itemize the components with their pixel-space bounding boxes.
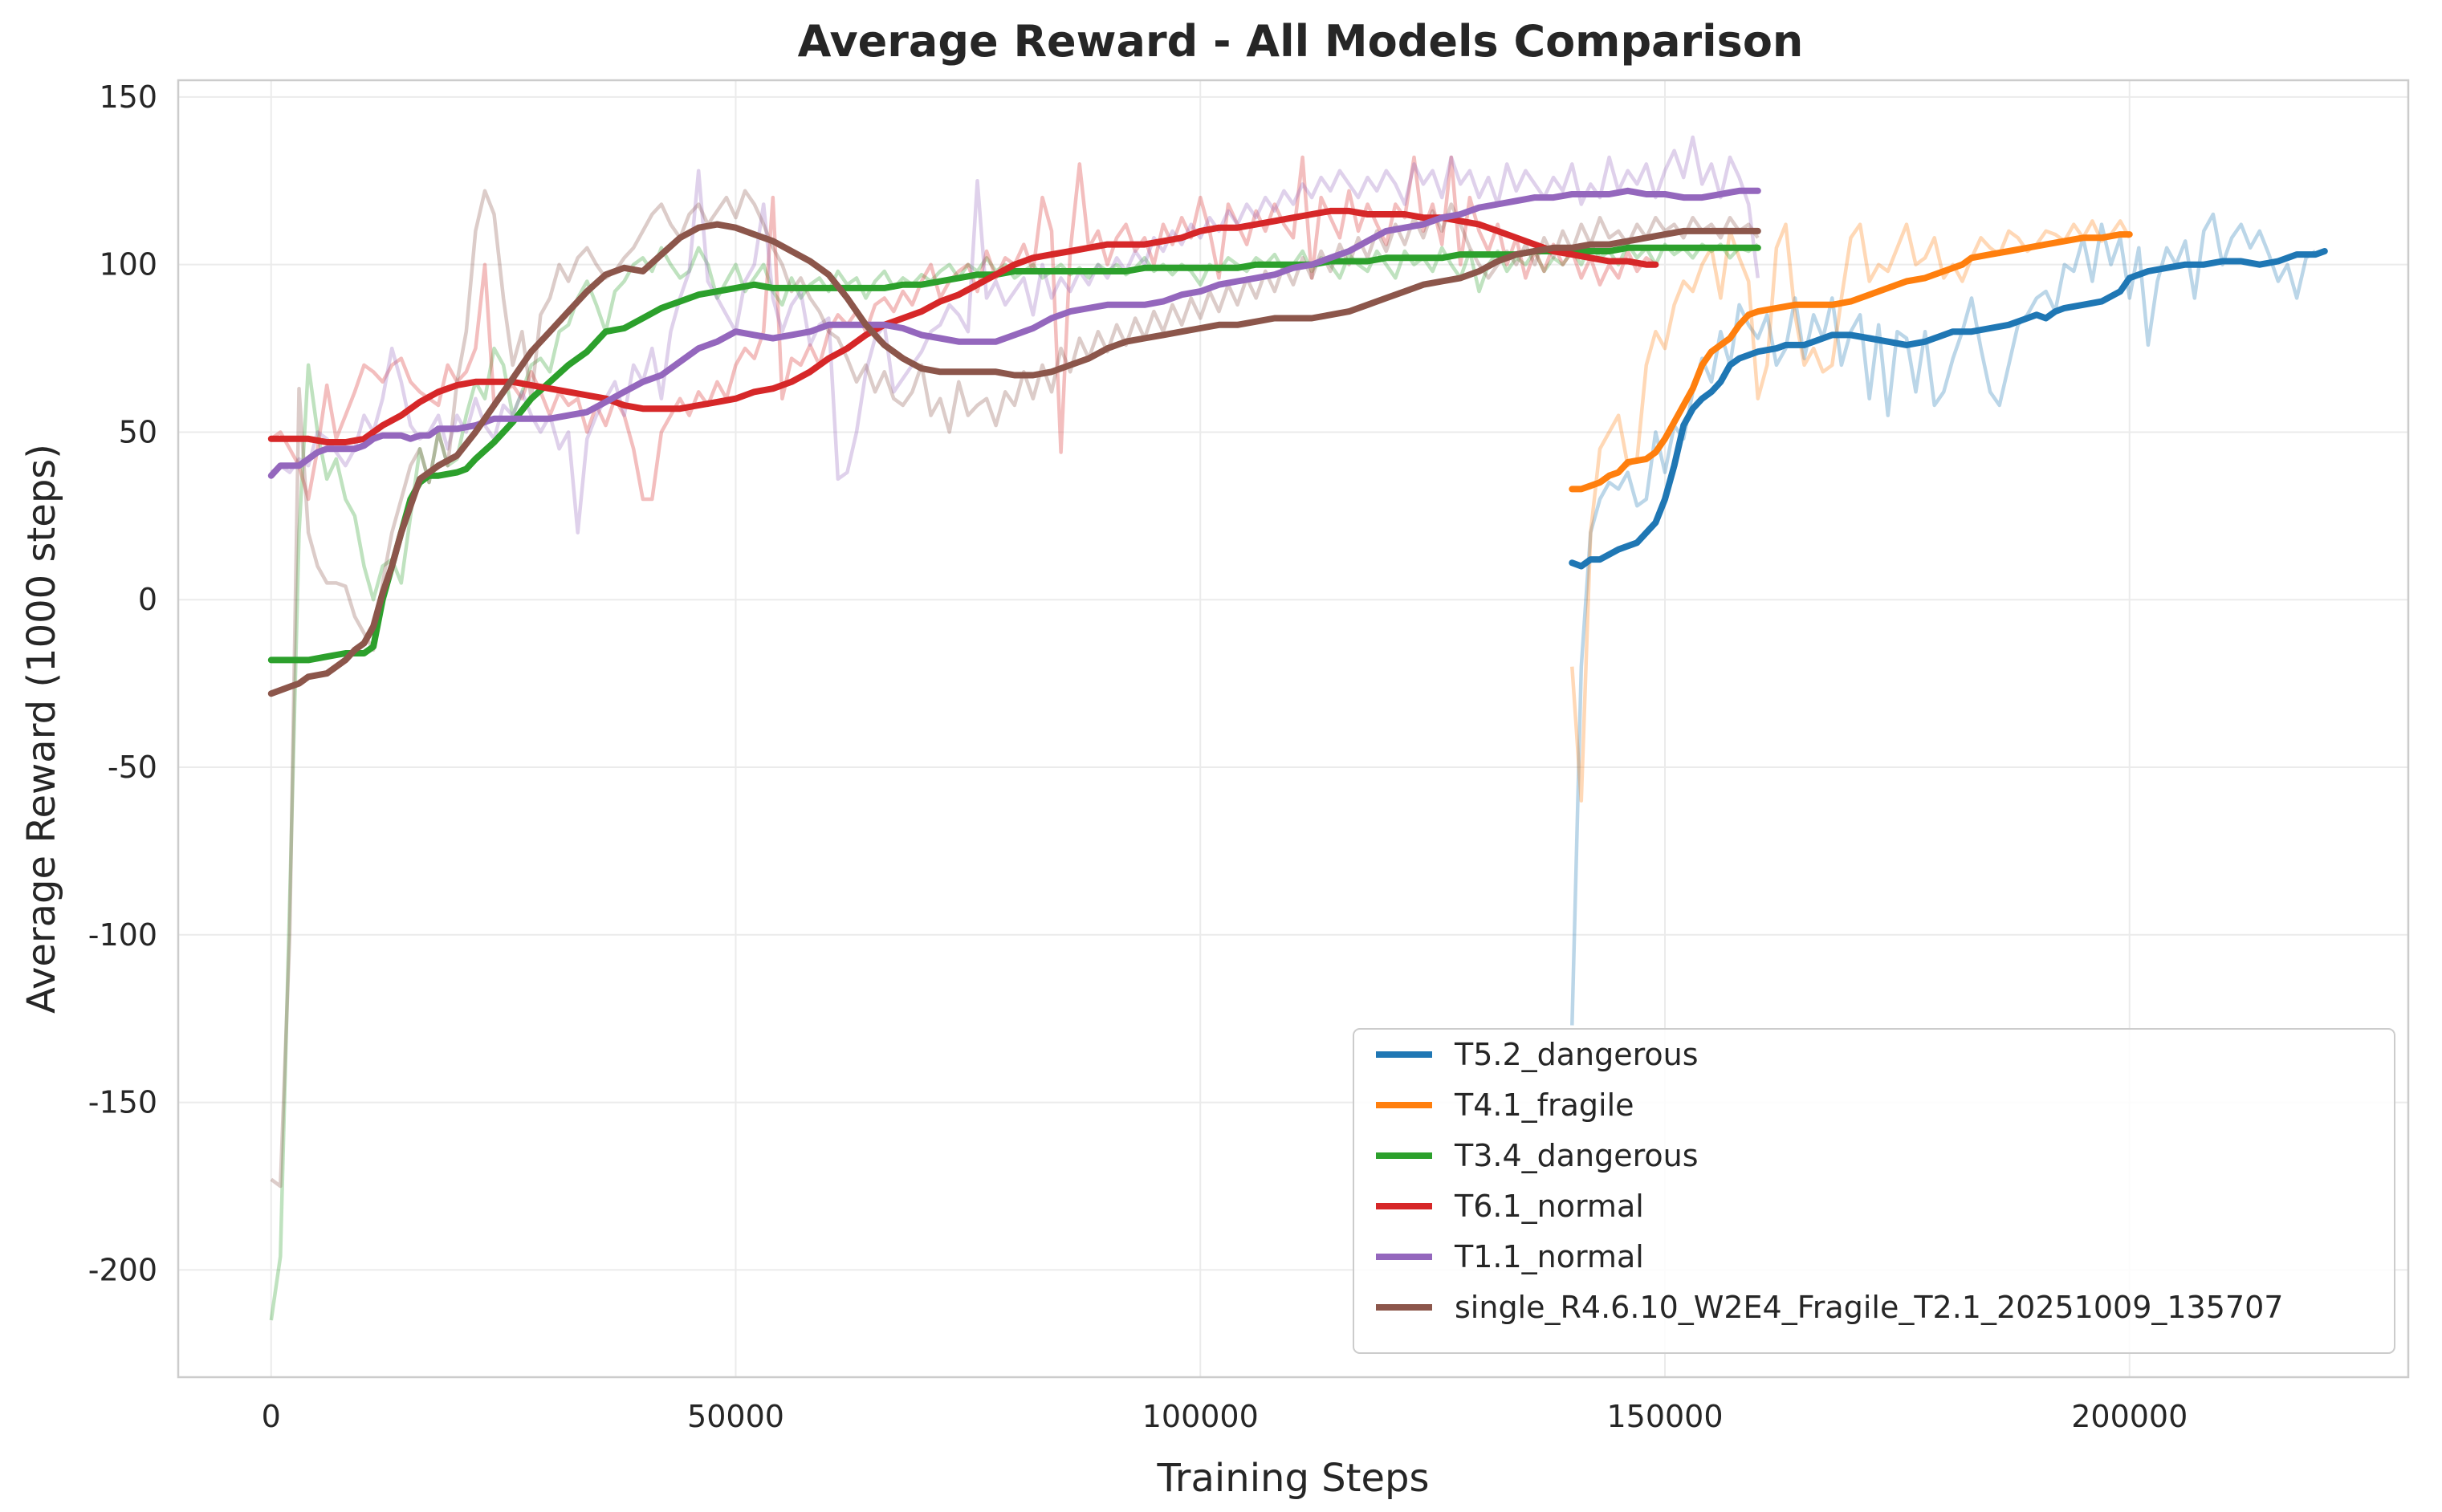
legend-label: T6.1_normal bbox=[1454, 1189, 1644, 1224]
y-tick-label: -50 bbox=[108, 750, 157, 785]
smoothed-series-lines bbox=[267, 187, 2328, 697]
series-5-raw-line bbox=[270, 135, 1760, 534]
y-axis-label: Average Reward (1000 steps) bbox=[19, 444, 64, 1014]
y-tick-label: 0 bbox=[138, 582, 157, 617]
legend-label: T1.1_normal bbox=[1454, 1239, 1644, 1274]
series-3-smoothed-line bbox=[267, 244, 1761, 664]
x-axis-label: Training Steps bbox=[1157, 1456, 1430, 1501]
x-tick-label: 150000 bbox=[1606, 1399, 1723, 1434]
y-tick-label: 100 bbox=[99, 247, 157, 282]
x-tick-label: 200000 bbox=[2071, 1399, 2188, 1434]
x-tick-label: 50000 bbox=[687, 1399, 784, 1434]
y-axis-ticks: 150 100 50 0 -50 -100 -150 -200 bbox=[88, 79, 157, 1287]
x-tick-label: 100000 bbox=[1142, 1399, 1259, 1434]
legend-box bbox=[1353, 1028, 2395, 1354]
legend-label: T4.1_fragile bbox=[1454, 1087, 1634, 1123]
series-2-smoothed-line bbox=[1569, 231, 2133, 493]
x-axis-ticks: 0 50000 100000 150000 200000 bbox=[262, 1399, 2188, 1434]
y-tick-label: 50 bbox=[119, 414, 157, 449]
y-tick-label: -150 bbox=[88, 1085, 157, 1120]
y-tick-label: -100 bbox=[88, 917, 157, 953]
legend-label: T3.4_dangerous bbox=[1454, 1138, 1699, 1173]
y-tick-label: -200 bbox=[88, 1252, 157, 1287]
grid-lines bbox=[178, 80, 2408, 1377]
chart-title: Average Reward - All Models Comparison bbox=[798, 16, 1804, 67]
legend-label: single_R4.6.10_W2E4_Fragile_T2.1_2025100… bbox=[1455, 1290, 2283, 1325]
series-5-smoothed-line bbox=[267, 187, 1761, 479]
legend-label: T5.2_dangerous bbox=[1454, 1037, 1699, 1072]
chart-legend: T5.2_dangerous T4.1_fragile T3.4_dangerous… bbox=[1353, 1028, 2395, 1354]
series-3-raw-line bbox=[269, 242, 1760, 1321]
x-tick-label: 0 bbox=[262, 1399, 281, 1434]
y-tick-label: 150 bbox=[99, 79, 157, 115]
series-6-smoothed-line bbox=[267, 221, 1761, 697]
series-1-smoothed-line bbox=[1569, 248, 2328, 570]
plot-area-frame bbox=[177, 79, 2410, 1379]
